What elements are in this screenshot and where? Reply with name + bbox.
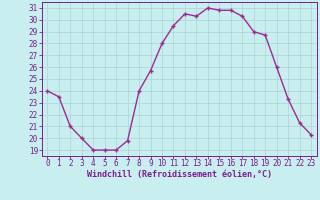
X-axis label: Windchill (Refroidissement éolien,°C): Windchill (Refroidissement éolien,°C) — [87, 170, 272, 179]
